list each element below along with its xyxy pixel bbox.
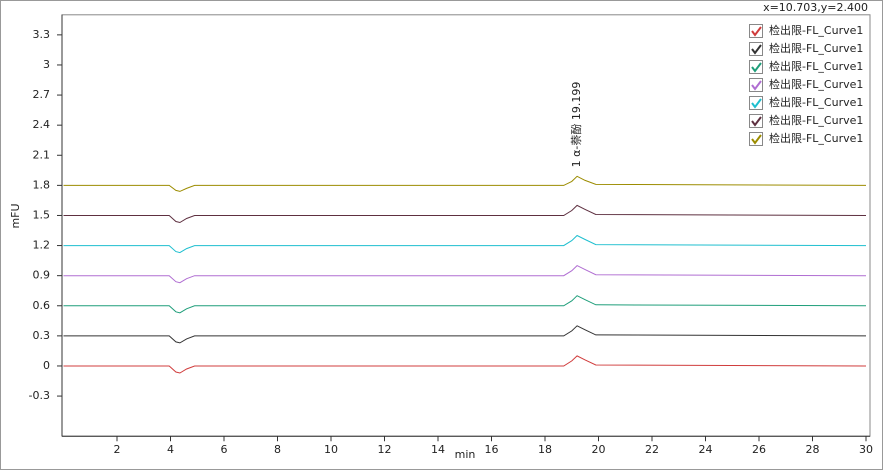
- legend-checkbox[interactable]: [749, 42, 763, 56]
- y-tick-label: 2.4: [33, 118, 51, 131]
- x-tick-label: 6: [221, 443, 228, 456]
- y-tick-label: 2.1: [33, 148, 51, 161]
- legend-check[interactable]: [751, 134, 762, 145]
- curve: [63, 175, 867, 192]
- x-tick-label: 4: [167, 443, 174, 456]
- legend-label: 检出限-FL_Curve1: [769, 77, 863, 91]
- curve: [63, 325, 867, 344]
- x-tick-label: 24: [699, 443, 713, 456]
- legend-checkbox[interactable]: [749, 114, 763, 128]
- legend-label: 检出限-FL_Curve1: [769, 41, 863, 55]
- x-tick-label: 12: [378, 443, 392, 456]
- y-tick-label: 0.3: [33, 329, 51, 342]
- y-tick-label: 0.9: [33, 269, 51, 282]
- x-tick-label: 26: [752, 443, 766, 456]
- legend-label: 检出限-FL_Curve1: [769, 59, 863, 73]
- x-tick-label: 30: [859, 443, 873, 456]
- x-tick-label: 28: [806, 443, 820, 456]
- y-tick-label: 3.3: [33, 28, 51, 41]
- legend-check[interactable]: [751, 62, 762, 73]
- y-tick-label: 2.7: [33, 88, 51, 101]
- legend-check[interactable]: [751, 98, 762, 109]
- x-tick-label: 22: [645, 443, 659, 456]
- curve: [63, 204, 867, 224]
- y-tick-label: 1.8: [33, 178, 51, 191]
- legend-check[interactable]: [751, 26, 762, 37]
- x-tick-label: 14: [431, 443, 445, 456]
- x-axis-label: min: [455, 448, 476, 461]
- legend-checkbox[interactable]: [749, 96, 763, 110]
- legend-label: 检出限-FL_Curve1: [769, 131, 863, 145]
- x-tick-label: 16: [485, 443, 499, 456]
- legend-check[interactable]: [751, 116, 762, 127]
- legend-label: 检出限-FL_Curve1: [769, 23, 863, 37]
- y-tick-label: 1.5: [33, 208, 51, 221]
- x-tick-label: 18: [538, 443, 552, 456]
- curve: [63, 355, 867, 374]
- x-tick-label: 8: [274, 443, 281, 456]
- legend-checkbox[interactable]: [749, 78, 763, 92]
- legend-checkbox[interactable]: [749, 132, 763, 146]
- y-axis-label: mFU: [9, 203, 22, 228]
- curve: [63, 234, 867, 254]
- y-tick-label: 0: [43, 359, 50, 372]
- curve: [63, 264, 867, 284]
- cursor-readout: x=10.703,y=2.400: [763, 1, 868, 14]
- y-tick-label: -0.3: [29, 389, 50, 402]
- legend-checkbox[interactable]: [749, 60, 763, 74]
- x-tick-label: 20: [592, 443, 606, 456]
- legend-check[interactable]: [751, 80, 762, 91]
- curve: [63, 295, 867, 314]
- legend-checkbox[interactable]: [749, 24, 763, 38]
- legend-label: 检出限-FL_Curve1: [769, 95, 863, 109]
- y-tick-label: 1.2: [33, 239, 51, 252]
- legend-check[interactable]: [751, 44, 762, 55]
- x-tick-label: 10: [324, 443, 338, 456]
- y-tick-label: 0.6: [33, 299, 51, 312]
- legend-label: 检出限-FL_Curve1: [769, 113, 863, 127]
- x-tick-label: 2: [114, 443, 121, 456]
- y-tick-label: 3: [43, 58, 50, 71]
- peak-annotation: 1 α-萘酚 19.199: [569, 82, 583, 168]
